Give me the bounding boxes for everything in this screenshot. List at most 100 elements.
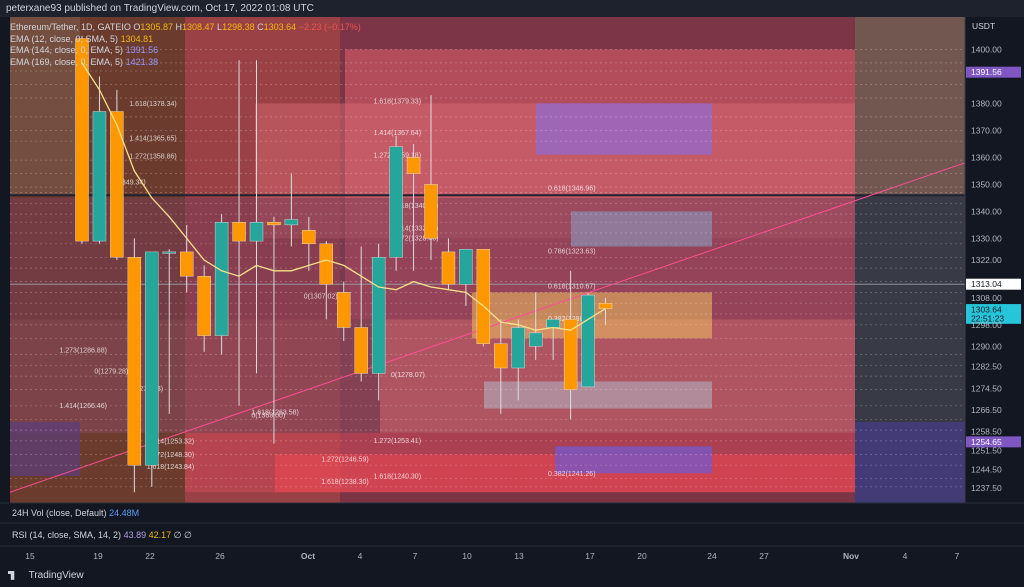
candle-body-26 (529, 332, 543, 347)
candle-body-11 (267, 221, 281, 226)
price-tag-bg-19 (966, 436, 1021, 448)
fib-label-23: 1.618(1238.30) (321, 479, 368, 486)
price-tick-0: 1400.00 (971, 44, 1002, 54)
date-tick-2: 22 (145, 551, 155, 561)
high-label: H (175, 22, 182, 32)
candle-body-17 (371, 257, 386, 374)
close-value: 1303.64 (263, 22, 297, 32)
fib-label-0: 0(1279.28) (94, 368, 128, 375)
fib-label-2: 1.414(1266.46) (59, 403, 106, 410)
fib-label-22: 1.618(1243.84) (147, 464, 194, 471)
date-tick-10: 20 (637, 551, 647, 561)
price-tick-18: 1258.50 (971, 426, 1002, 436)
candle-body-6 (179, 251, 194, 277)
price-tick-9: 1313.04 (971, 279, 1002, 289)
price-tick-15: 1282.50 (971, 362, 1002, 372)
fib-label-17: 0(1349.34) (112, 179, 146, 186)
candle-body-14 (319, 243, 333, 285)
candle-body-10 (249, 221, 264, 242)
candle-body-13 (302, 230, 316, 245)
price-tick-11: 1303.64 (971, 305, 1002, 315)
fib-label-10: 1.272(1328.46) (391, 235, 438, 242)
fib-label-24: 1.272(1253.41) (374, 438, 421, 445)
rsi-value-2: 42.17 (148, 530, 172, 540)
fib-label-7: 0.382(1241.26) (548, 471, 595, 478)
date-tick-15: 7 (955, 551, 960, 561)
date-ticks: 15 19 22 26 Oct 4 7 10 13 17 20 24 27 Nov 4 7 (25, 551, 959, 561)
price-tick-21: 1244.50 (971, 464, 1002, 474)
date-tick-12: 27 (759, 551, 769, 561)
candle-body-30 (598, 303, 613, 309)
ema2-label: EMA (144, close, 0, EMA, 5) (10, 45, 124, 55)
fib-labels: 0(1279.28) 1.273(1286.88) 1.414(1266.46) 0.… (59, 98, 595, 486)
candle-body-18 (389, 146, 403, 258)
date-tick-6: 7 (413, 551, 418, 561)
price-tick-3: 1370.00 (971, 125, 1002, 135)
low-label: L (217, 22, 223, 32)
legend-ema1-row[interactable]: EMA (12, close, 0, SMA, 5) 1304.81 (10, 34, 361, 46)
price-tag-bg-12 (966, 312, 1021, 324)
close-label: C (257, 22, 264, 32)
candle-body-16 (354, 327, 368, 374)
open-value: 1305.87 (140, 22, 173, 32)
fib-label-19: 1.618(1263.58) (251, 410, 298, 417)
fib-label-25: 1.272(1246.59) (321, 457, 368, 464)
highlight-box-0 (536, 103, 712, 155)
legend-ema3-row[interactable]: EMA (169, close, 0, EMA, 5) 1421.38 (10, 57, 361, 69)
fib-label-20: 1.414(1253.32) (147, 438, 194, 445)
price-tick-22: 1237.50 (971, 483, 1002, 493)
price-tick-12: 22:51:23 (971, 313, 1004, 323)
candle-body-24 (494, 343, 508, 369)
price-tick-8: 1322.00 (971, 255, 1002, 265)
price-tick-7: 1330.00 (971, 233, 1002, 243)
candle-body-29 (581, 294, 595, 388)
fib-label-14: 1.414(1365.65) (129, 135, 176, 142)
symbol-name[interactable]: Ethereum/Tether, 1D, GATEIO (10, 22, 131, 32)
rsi-label: RSI (14, close, SMA, 14, 2) (12, 530, 122, 540)
candle-body-23 (476, 248, 491, 344)
publish-bar: peterxane93 published on TradingView.com… (0, 0, 1024, 17)
fib-label-21: 1.272(1248.30) (147, 452, 194, 459)
ema3-label: EMA (169, close, 0, EMA, 5) (10, 56, 124, 67)
fib-zone-13 (10, 17, 80, 196)
price-tick-1: 1391.56 (971, 67, 1002, 77)
legend-symbol-row: Ethereum/Tether, 1D, GATEIO O1305.87 H 13… (10, 22, 361, 34)
currency-label: USDT (972, 21, 995, 31)
price-tick-20: 1251.50 (971, 445, 1002, 455)
price-chart[interactable]: 0(1279.28) 1.273(1286.88) 1.414(1266.46) 0.… (0, 17, 1024, 565)
volume-indicator[interactable]: 24H Vol (close, Default) 24.48M (12, 508, 139, 518)
ema3-value: 1421.38 (125, 56, 159, 67)
date-tick-3: 26 (215, 551, 225, 561)
price-tick-14: 1290.00 (971, 341, 1002, 351)
legend-ema2-row[interactable]: EMA (144, close, 0, EMA, 5) 1391.56 (10, 45, 361, 57)
price-ticks: 1400.00 1391.56 1380.00 1370.00 1360.00 1350.… (966, 44, 1021, 493)
candle-body-28 (563, 319, 578, 390)
fib-label-15: 1.272(1358.86) (129, 153, 176, 160)
fib-zone-11 (855, 422, 965, 503)
fib-label-11: 1.414(1367.64) (374, 130, 421, 137)
rsi-indicator[interactable]: RSI (14, close, SMA, 14, 2) 43.89 42.17 … (12, 530, 192, 541)
date-tick-4: Oct (301, 551, 315, 561)
fib-label-3: 0.618(1346.96) (548, 186, 595, 193)
candle-body-15 (337, 292, 351, 328)
fib-zone-12 (10, 422, 80, 476)
candle-body-1 (92, 111, 107, 242)
open-label: O (133, 22, 141, 32)
brand-name: TradingView (28, 570, 84, 581)
date-tick-0: 15 (25, 551, 35, 561)
candles (75, 35, 613, 493)
highlight-box-4 (555, 446, 712, 474)
fib-label-8: 1.618(1340.53) (391, 203, 438, 210)
price-tick-17: 1266.50 (971, 405, 1002, 415)
price-tag-bg-9 (966, 278, 1021, 290)
candle-body-9 (232, 221, 246, 242)
candle-body-5 (162, 251, 176, 254)
fib-label-13: 1.618(1379.33) (374, 98, 421, 105)
ema-line (81, 62, 606, 331)
fib-zone-7 (185, 432, 855, 493)
candle-body-21 (441, 251, 456, 285)
tradingview-logo-icon[interactable] (8, 570, 15, 580)
highlight-box-3 (484, 381, 712, 409)
rsi-value-1: 43.89 (123, 530, 147, 540)
fib-label-4: 0.786(1323.63) (548, 249, 595, 256)
